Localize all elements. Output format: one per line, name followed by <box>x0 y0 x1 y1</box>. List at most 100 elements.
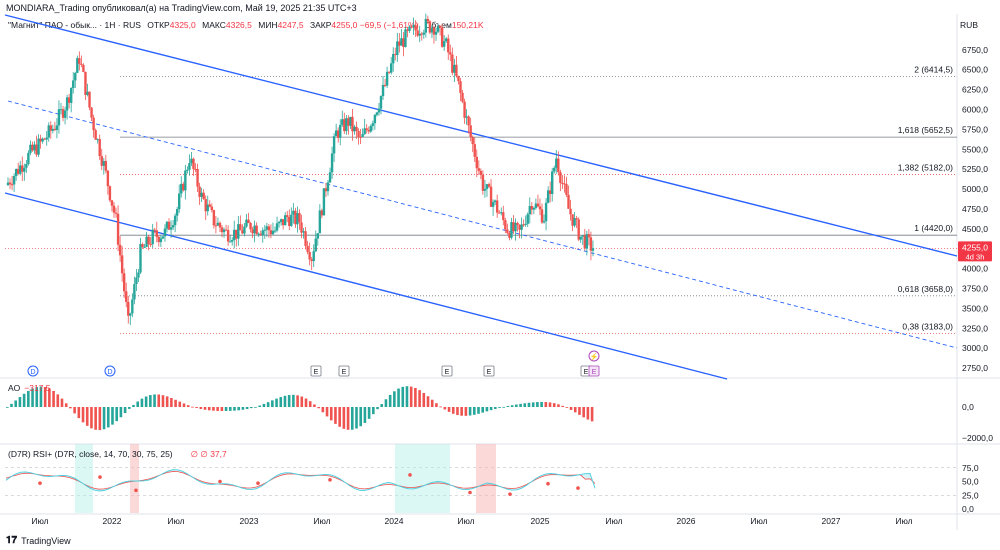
rsi-label: (D7R) RSI+ (D7R, close, 14, 70, 30, 75, … <box>8 449 173 459</box>
candle-body <box>151 229 154 245</box>
candle-body <box>149 244 152 246</box>
candle-body <box>575 218 578 220</box>
candle-body <box>359 136 362 138</box>
ao-bar <box>439 406 442 408</box>
symbol-name[interactable]: "Магнит" ПАО - обык... · 1Н · RUS <box>8 20 141 30</box>
ao-bar <box>405 386 409 407</box>
ao-bar <box>300 396 304 407</box>
candle-body <box>78 58 81 64</box>
candle-body <box>351 116 354 132</box>
candle-body <box>69 87 73 103</box>
ao-bar <box>81 407 85 423</box>
ao-bar <box>573 407 577 413</box>
candle-body <box>579 236 582 240</box>
tradingview-logo-icon: 𝟏𝟕 <box>6 535 18 546</box>
ao-bar <box>355 407 358 429</box>
candle-body <box>396 41 399 56</box>
candle-body <box>341 119 344 125</box>
ao-bar <box>254 406 257 408</box>
ao-bar <box>186 405 190 407</box>
rsi-dot <box>98 475 102 479</box>
candle-body <box>538 206 542 210</box>
candle-body <box>457 75 460 82</box>
candle-body <box>292 210 295 215</box>
candle-body <box>320 210 324 216</box>
candle-body <box>375 112 379 115</box>
candle-body <box>147 236 150 245</box>
candle-body <box>475 156 478 169</box>
candle-body <box>416 30 419 36</box>
ao-legend: AO −317,5 <box>8 383 51 393</box>
rsi-legend: (D7R) RSI+ (D7R, close, 14, 70, 30, 75, … <box>8 449 227 460</box>
ao-bar <box>342 407 346 429</box>
time-tick-label: 2022 <box>103 516 122 526</box>
candle-body <box>304 231 307 246</box>
ao-bar <box>199 407 203 410</box>
candle-body <box>210 206 214 211</box>
time-tick-label: Июл <box>31 516 48 526</box>
candle-body <box>542 221 546 223</box>
ao-bar <box>540 401 543 407</box>
ao-bar <box>90 407 93 429</box>
candle-body <box>222 229 226 233</box>
candle-body <box>363 128 366 135</box>
candle-body <box>39 138 42 142</box>
ao-bar <box>224 407 228 411</box>
price-tick-label: 4000,0 <box>962 264 988 274</box>
ao-bar <box>561 405 564 407</box>
candle-body <box>445 38 448 42</box>
candle-body <box>157 236 161 243</box>
rsi-tick-label: 50,0 <box>962 477 979 487</box>
candle-body <box>418 33 421 36</box>
ao-bar <box>477 407 480 414</box>
price-tick-label: 5000,0 <box>962 184 988 194</box>
ao-bar <box>266 402 270 407</box>
dividend-marker-label: D <box>107 369 112 376</box>
candle-body <box>394 54 397 56</box>
candle-body <box>196 169 199 187</box>
ao-bar <box>207 407 211 411</box>
volume-value: 150,21K <box>451 20 484 30</box>
ao-bar <box>460 407 463 416</box>
candle-body <box>498 212 501 214</box>
ao-bar <box>359 407 362 427</box>
candle-body <box>100 156 103 166</box>
candle-body <box>400 38 403 46</box>
close-label: ЗАКР <box>309 20 332 30</box>
ao-bar <box>409 386 413 407</box>
price-tick-label: 6000,0 <box>962 104 988 114</box>
ao-bar <box>64 403 68 407</box>
candle-body <box>487 184 491 187</box>
candle-body <box>420 33 423 35</box>
time-tick-label: Июл <box>457 516 474 526</box>
candle-body <box>133 284 136 300</box>
ao-bar <box>321 407 325 413</box>
ao-bar <box>241 407 245 410</box>
candle-body <box>357 131 360 137</box>
candle-body <box>23 167 26 172</box>
ao-bars-group <box>6 386 594 431</box>
ao-bar <box>578 407 581 415</box>
fib-level-label: 0,38 (3183,0) <box>902 322 953 332</box>
candle-body <box>324 188 328 192</box>
candle-body <box>239 224 242 231</box>
ao-bar <box>140 398 144 407</box>
candle-body <box>288 216 291 227</box>
ao-bar <box>14 400 18 407</box>
candle-body <box>45 137 48 140</box>
rsi-dot <box>256 481 260 485</box>
ao-tick-label: −2000,0 <box>962 433 993 443</box>
ao-bar <box>250 407 253 409</box>
candle-body <box>500 212 503 214</box>
candle-body <box>300 222 303 233</box>
rsi-tick-label: 0,0 <box>962 504 974 514</box>
time-tick-label: Июл <box>750 516 767 526</box>
candle-body <box>316 233 320 239</box>
ao-bar <box>489 407 493 411</box>
candle-body <box>563 183 566 185</box>
time-tick-label: 2026 <box>677 516 696 526</box>
ao-bar <box>502 406 506 408</box>
ao-bar <box>220 407 224 411</box>
candle-body <box>171 225 175 228</box>
